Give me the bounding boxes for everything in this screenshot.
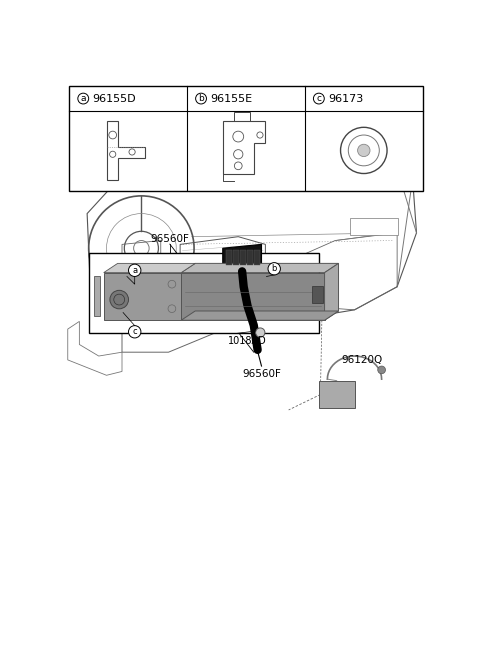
Text: a: a — [81, 94, 86, 103]
FancyBboxPatch shape — [350, 218, 398, 235]
FancyBboxPatch shape — [254, 250, 260, 265]
FancyBboxPatch shape — [69, 85, 423, 191]
Circle shape — [358, 145, 370, 156]
FancyBboxPatch shape — [226, 250, 232, 265]
Polygon shape — [324, 263, 338, 320]
Polygon shape — [94, 277, 100, 317]
FancyBboxPatch shape — [312, 286, 323, 303]
Polygon shape — [104, 263, 195, 273]
FancyBboxPatch shape — [89, 252, 319, 332]
Polygon shape — [223, 244, 262, 271]
FancyBboxPatch shape — [247, 250, 253, 265]
Text: a: a — [132, 266, 137, 275]
Circle shape — [256, 328, 265, 337]
Circle shape — [78, 93, 89, 104]
FancyBboxPatch shape — [233, 250, 240, 265]
Circle shape — [268, 263, 280, 275]
Text: 96155E: 96155E — [210, 93, 252, 104]
Polygon shape — [104, 273, 181, 320]
Text: 1018AD: 1018AD — [228, 336, 266, 346]
Circle shape — [196, 93, 206, 104]
Text: c: c — [316, 94, 321, 103]
Circle shape — [313, 93, 324, 104]
Text: 96560F: 96560F — [242, 369, 281, 379]
Polygon shape — [181, 263, 338, 273]
FancyBboxPatch shape — [319, 382, 355, 407]
Polygon shape — [181, 273, 324, 320]
Text: 96120Q: 96120Q — [342, 355, 383, 365]
Text: b: b — [272, 264, 277, 273]
FancyBboxPatch shape — [240, 250, 246, 265]
Circle shape — [129, 264, 141, 277]
Text: 96173: 96173 — [328, 93, 363, 104]
Circle shape — [378, 366, 385, 374]
Text: 96560F: 96560F — [150, 234, 189, 244]
Circle shape — [110, 290, 129, 309]
Text: c: c — [132, 327, 137, 336]
Polygon shape — [181, 311, 338, 320]
Circle shape — [129, 326, 141, 338]
Text: 96155D: 96155D — [93, 93, 136, 104]
Text: b: b — [198, 94, 204, 103]
